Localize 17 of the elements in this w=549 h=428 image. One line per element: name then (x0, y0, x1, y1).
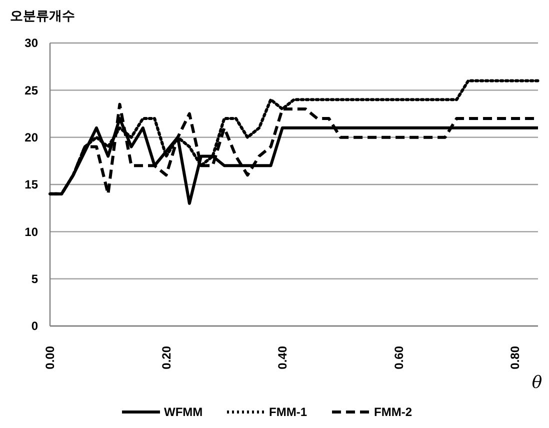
y-tick-label: 25 (24, 83, 38, 98)
x-axis-title: θ (532, 373, 542, 393)
y-tick-label: 10 (24, 224, 38, 239)
x-tick-label: 0.60 (392, 346, 406, 370)
y-tick-label: 15 (24, 178, 38, 192)
y-tick-label: 5 (31, 272, 38, 286)
x-tick-label: 0.00 (43, 346, 58, 370)
legend-label: FMM-1 (269, 405, 308, 420)
x-tick-label: 0.40 (276, 346, 290, 370)
x-tick-label: 0.20 (159, 346, 174, 370)
y-tick-label: 20 (24, 130, 38, 145)
y-tick-label: 30 (24, 36, 38, 50)
legend-label: WFMM (164, 405, 203, 420)
y-axis-title: 오분류개수 (10, 9, 75, 24)
y-tick-label: 0 (31, 319, 38, 334)
legend-label: FMM-2 (374, 405, 412, 420)
x-tick-label: 0.80 (508, 346, 522, 370)
